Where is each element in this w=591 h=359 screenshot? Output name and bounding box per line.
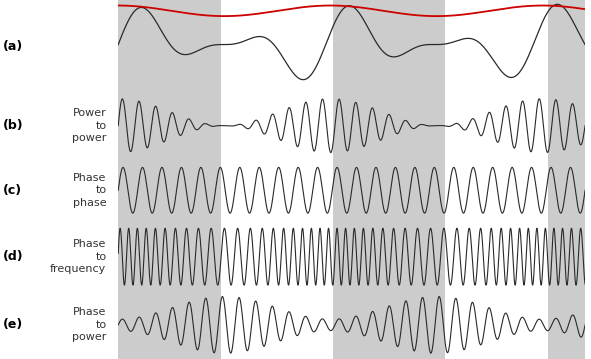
Bar xyxy=(118,0,221,93)
Bar xyxy=(118,291,221,359)
Text: Power
to
power: Power to power xyxy=(72,108,106,143)
Text: (a): (a) xyxy=(3,40,23,53)
Bar xyxy=(548,223,585,291)
Bar xyxy=(333,158,445,223)
Bar xyxy=(118,93,221,158)
Bar xyxy=(548,0,585,93)
Bar xyxy=(333,223,445,291)
Text: Phase
to
phase: Phase to phase xyxy=(73,173,106,208)
Bar xyxy=(548,93,585,158)
Bar xyxy=(548,291,585,359)
Text: (e): (e) xyxy=(3,318,23,331)
Text: Phase
to
power: Phase to power xyxy=(72,308,106,342)
Bar xyxy=(333,291,445,359)
Bar xyxy=(333,0,445,93)
Text: (b): (b) xyxy=(3,119,24,132)
Bar xyxy=(118,223,221,291)
Bar xyxy=(548,158,585,223)
Bar xyxy=(333,93,445,158)
Bar xyxy=(118,158,221,223)
Text: (c): (c) xyxy=(3,184,22,197)
Text: Phase
to
frequency: Phase to frequency xyxy=(50,239,106,274)
Text: (d): (d) xyxy=(3,250,24,263)
